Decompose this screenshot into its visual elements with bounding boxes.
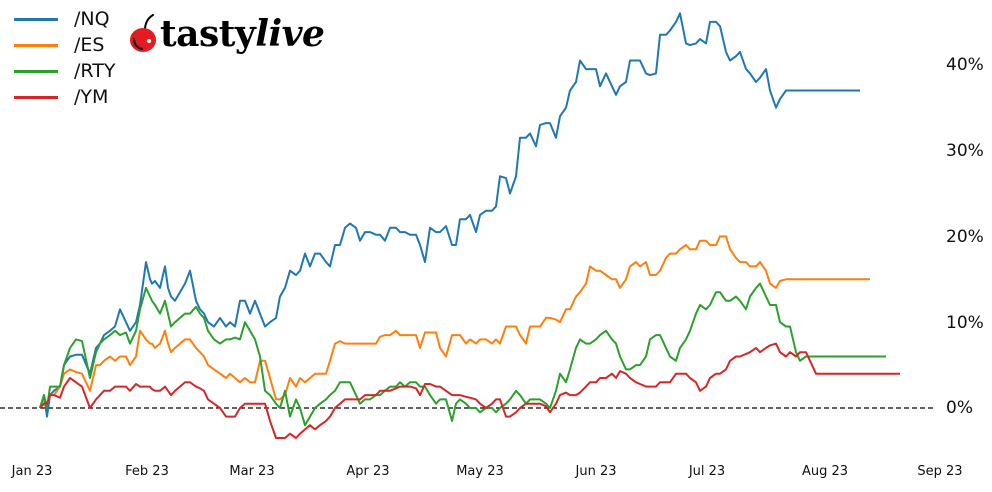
series-line-es (39, 235, 870, 409)
legend-item-rty: /RTY (14, 58, 115, 84)
x-tick-jun: Jun 23 (575, 464, 617, 479)
x-tick-sep: Sep 23 (917, 464, 963, 479)
y-tick-0: 0% (946, 398, 973, 418)
legend-item-ym: /YM (14, 84, 115, 110)
logo-wordmark: tastylive (160, 13, 325, 55)
x-tick-mar: Mar 23 (229, 464, 275, 479)
legend-swatch-nq (14, 17, 58, 21)
series-line-nq (39, 12, 860, 418)
legend-swatch-ym (14, 95, 58, 99)
legend-label: /NQ (74, 8, 110, 30)
x-tick-may: May 23 (456, 464, 504, 479)
x-tick-aug: Aug 23 (801, 464, 849, 479)
legend-label: /RTY (74, 60, 116, 82)
x-tick-apr: Apr 23 (346, 464, 390, 479)
legend-label: /ES (74, 34, 105, 56)
series-line-rty (39, 282, 886, 427)
legend: /NQ /ES /RTY /YM (14, 6, 115, 110)
y-tick-20: 20% (946, 227, 984, 247)
y-tick-30: 30% (946, 141, 984, 161)
legend-item-es: /ES (14, 32, 115, 58)
series-line-ym (39, 342, 900, 439)
logo-text-tasty: tasty (160, 13, 256, 55)
legend-swatch-es (14, 43, 58, 47)
series-lines (39, 12, 900, 439)
cherry-icon (130, 14, 156, 52)
tastylive-logo: tastylive (128, 13, 325, 55)
y-tick-40: 40% (946, 55, 984, 75)
x-tick-feb: Feb 23 (125, 464, 169, 479)
legend-swatch-rty (14, 69, 58, 73)
x-tick-jan: Jan 23 (11, 464, 53, 479)
x-tick-jul: Jul 23 (688, 464, 726, 479)
legend-item-nq: /NQ (14, 6, 115, 32)
legend-label: /YM (74, 86, 109, 108)
y-tick-10: 10% (946, 313, 984, 333)
logo-text-live: live (255, 13, 325, 55)
